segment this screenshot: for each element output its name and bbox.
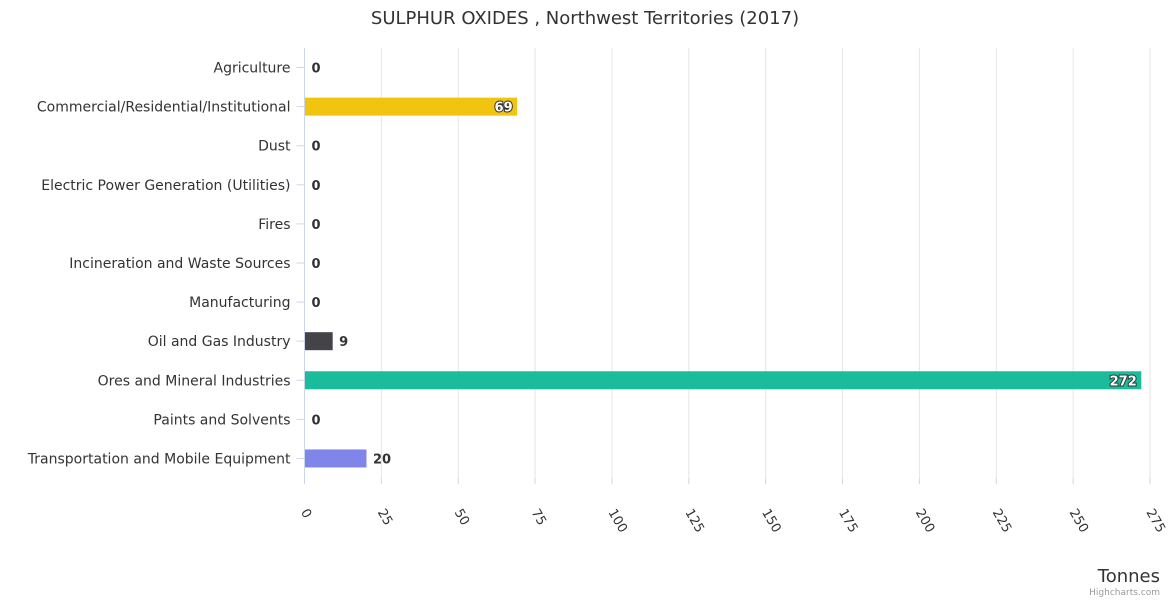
- data-label: 0: [312, 218, 321, 233]
- tick-label: 25: [374, 507, 395, 529]
- tick-label: 225: [989, 507, 1014, 536]
- value-axis-ticks: 0 25 50 75 100 125 150 175 200 225 250 275: [297, 478, 1168, 536]
- data-label: 69: [495, 101, 513, 116]
- category-label: Ores and Mineral Industries: [98, 373, 291, 389]
- bar[interactable]: [305, 97, 518, 116]
- tick-label: 150: [758, 507, 783, 536]
- data-label: 0: [312, 413, 321, 428]
- tick-label: 100: [604, 507, 629, 536]
- data-labels: 0 69 0 0 0 0 0 9 272 0 20: [312, 62, 1138, 468]
- bar[interactable]: [305, 332, 333, 351]
- bars: [305, 97, 1142, 468]
- value-axis-title: Tonnes: [1097, 566, 1160, 587]
- category-label: Fires: [258, 217, 290, 233]
- chart-title: SULPHUR OXIDES , Northwest Territories (…: [371, 8, 799, 29]
- tick-label: 50: [451, 507, 472, 529]
- data-label: 272: [1110, 374, 1137, 389]
- data-label: 0: [312, 179, 321, 194]
- tick-label: 200: [912, 507, 937, 536]
- data-label: 20: [373, 452, 391, 467]
- bar[interactable]: [305, 371, 1142, 390]
- tick-label: 250: [1066, 507, 1091, 536]
- category-label: Paints and Solvents: [153, 412, 290, 428]
- data-label: 0: [312, 296, 321, 311]
- category-label: Agriculture: [214, 61, 291, 77]
- bar[interactable]: [305, 449, 367, 468]
- tick-label: 0: [297, 507, 314, 522]
- category-label: Electric Power Generation (Utilities): [41, 178, 290, 194]
- category-label: Dust: [258, 139, 291, 155]
- data-label: 0: [312, 62, 321, 77]
- category-label: Transportation and Mobile Equipment: [27, 451, 291, 467]
- tick-label: 275: [1143, 507, 1168, 536]
- credits-link[interactable]: Highcharts.com: [1089, 588, 1160, 598]
- category-label: Commercial/Residential/Institutional: [37, 100, 291, 116]
- data-label: 9: [339, 335, 348, 350]
- grid-lines: [380, 48, 1151, 478]
- data-label: 0: [312, 257, 321, 272]
- data-label: 0: [312, 140, 321, 155]
- category-labels: Agriculture Commercial/Residential/Instit…: [27, 61, 305, 467]
- category-label: Incineration and Waste Sources: [69, 256, 290, 272]
- tick-label: 75: [528, 507, 549, 529]
- category-label: Manufacturing: [189, 295, 290, 311]
- tick-label: 175: [835, 507, 860, 536]
- tick-label: 125: [681, 507, 706, 536]
- category-label: Oil and Gas Industry: [148, 334, 291, 350]
